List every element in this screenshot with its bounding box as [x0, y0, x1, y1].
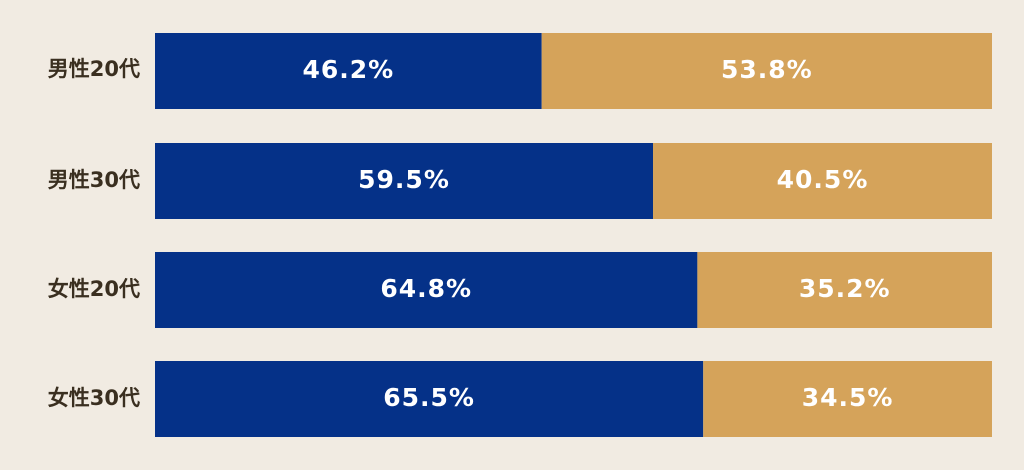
- bar-segment-primary: [155, 252, 698, 328]
- value-label: 40.5%: [777, 165, 869, 194]
- bar-segment-primary: [155, 143, 654, 219]
- bar-segments: [155, 33, 992, 437]
- value-label: 35.2%: [799, 274, 891, 303]
- category-label: 男性30代: [48, 168, 140, 192]
- bar-segment-secondary: [703, 361, 992, 437]
- bar-segment-secondary: [697, 252, 992, 328]
- value-label: 65.5%: [383, 383, 475, 412]
- category-label: 男性20代: [48, 57, 140, 81]
- value-labels: 46.2% 53.8% 59.5% 40.5% 64.8% 35.2% 65.5% 34.5%: [302, 55, 894, 412]
- bar-segment-secondary: [541, 33, 992, 109]
- value-label: 64.8%: [380, 274, 472, 303]
- category-label: 女性30代: [48, 386, 140, 410]
- bar-segment-secondary: [653, 143, 992, 219]
- category-label: 女性20代: [48, 277, 140, 301]
- value-label: 46.2%: [302, 55, 394, 84]
- bar-segment-primary: [155, 33, 542, 109]
- category-labels: 男性20代 男性30代 女性20代 女性30代: [48, 57, 140, 410]
- value-label: 53.8%: [721, 55, 813, 84]
- value-label: 59.5%: [358, 165, 450, 194]
- value-label: 34.5%: [802, 383, 894, 412]
- bar-segment-primary: [155, 361, 704, 437]
